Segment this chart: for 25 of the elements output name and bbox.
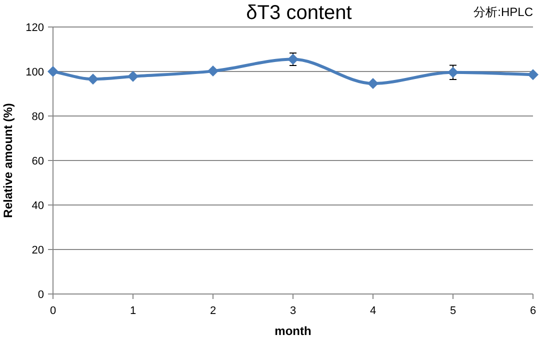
x-tick-label: 0 [50, 305, 56, 317]
point [48, 66, 58, 77]
y-axis-title: Relative amount (%) [1, 103, 15, 218]
y-tick-label: 60 [32, 156, 44, 168]
y-tick-label: 20 [32, 244, 44, 256]
x-axis-title: month [274, 324, 312, 337]
y-tick-label: 100 [26, 66, 44, 78]
x-tick-label: 1 [130, 305, 136, 317]
point [128, 70, 138, 82]
point [528, 69, 538, 80]
point [448, 66, 458, 78]
point [368, 78, 378, 90]
y-tick-label: 40 [32, 200, 44, 212]
x-tick-label: 5 [450, 305, 456, 317]
point [88, 74, 98, 85]
y-tick-label: 120 [26, 22, 44, 34]
chart-title: δT3 content [246, 2, 352, 24]
x-tick-label: 6 [530, 305, 536, 317]
y-tick-label: 80 [32, 111, 44, 123]
x-tick-label: 2 [210, 305, 216, 317]
x-tick-label: 4 [370, 305, 376, 317]
y-tick-label: 0 [38, 289, 44, 301]
point [208, 66, 218, 77]
text: 分析:HPLC [474, 5, 534, 19]
x-tick-label: 3 [290, 305, 296, 317]
